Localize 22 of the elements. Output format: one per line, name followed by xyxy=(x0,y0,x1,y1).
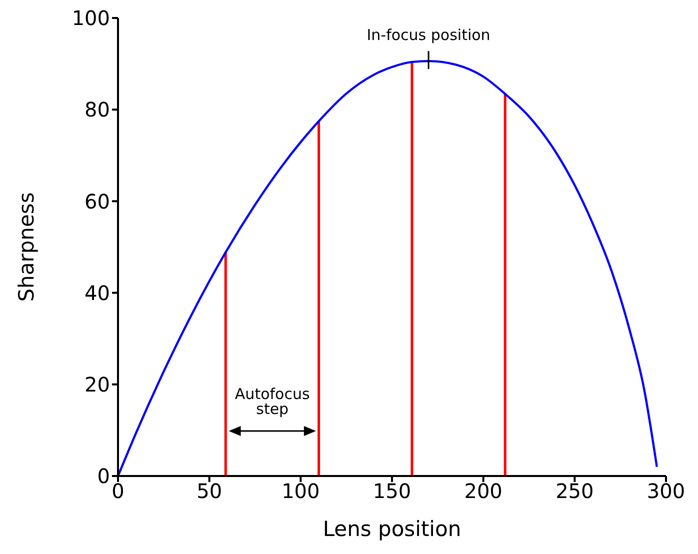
x-tick-label: 300 xyxy=(646,479,686,504)
y-tick-label: 60 xyxy=(84,189,110,214)
annotation: Autofocus step xyxy=(234,385,310,418)
y-tick-label: 80 xyxy=(84,98,110,122)
x-tick-label: 150 xyxy=(372,479,412,504)
bar xyxy=(224,252,227,476)
x-axis-title: Lens position xyxy=(322,517,462,541)
x-tick-label: 50 xyxy=(196,479,222,504)
bar xyxy=(410,62,414,476)
bar xyxy=(318,121,320,476)
y-tick-label: 40 xyxy=(84,280,110,305)
x-tick-label: 100 xyxy=(282,479,320,504)
y-tick-label: 20 xyxy=(84,372,110,396)
bar xyxy=(504,94,506,476)
annotation: In-focus position xyxy=(366,26,490,44)
x-tick-label: 250 xyxy=(556,479,594,504)
line-series xyxy=(118,60,658,476)
x-tick-label: 200 xyxy=(464,479,502,504)
peak-tick: In-focus position xyxy=(366,26,490,70)
y-axis-title: Sharpness xyxy=(14,192,38,302)
y-tick-label: 100 xyxy=(72,6,110,30)
y-tick-label: 0 xyxy=(97,464,110,488)
